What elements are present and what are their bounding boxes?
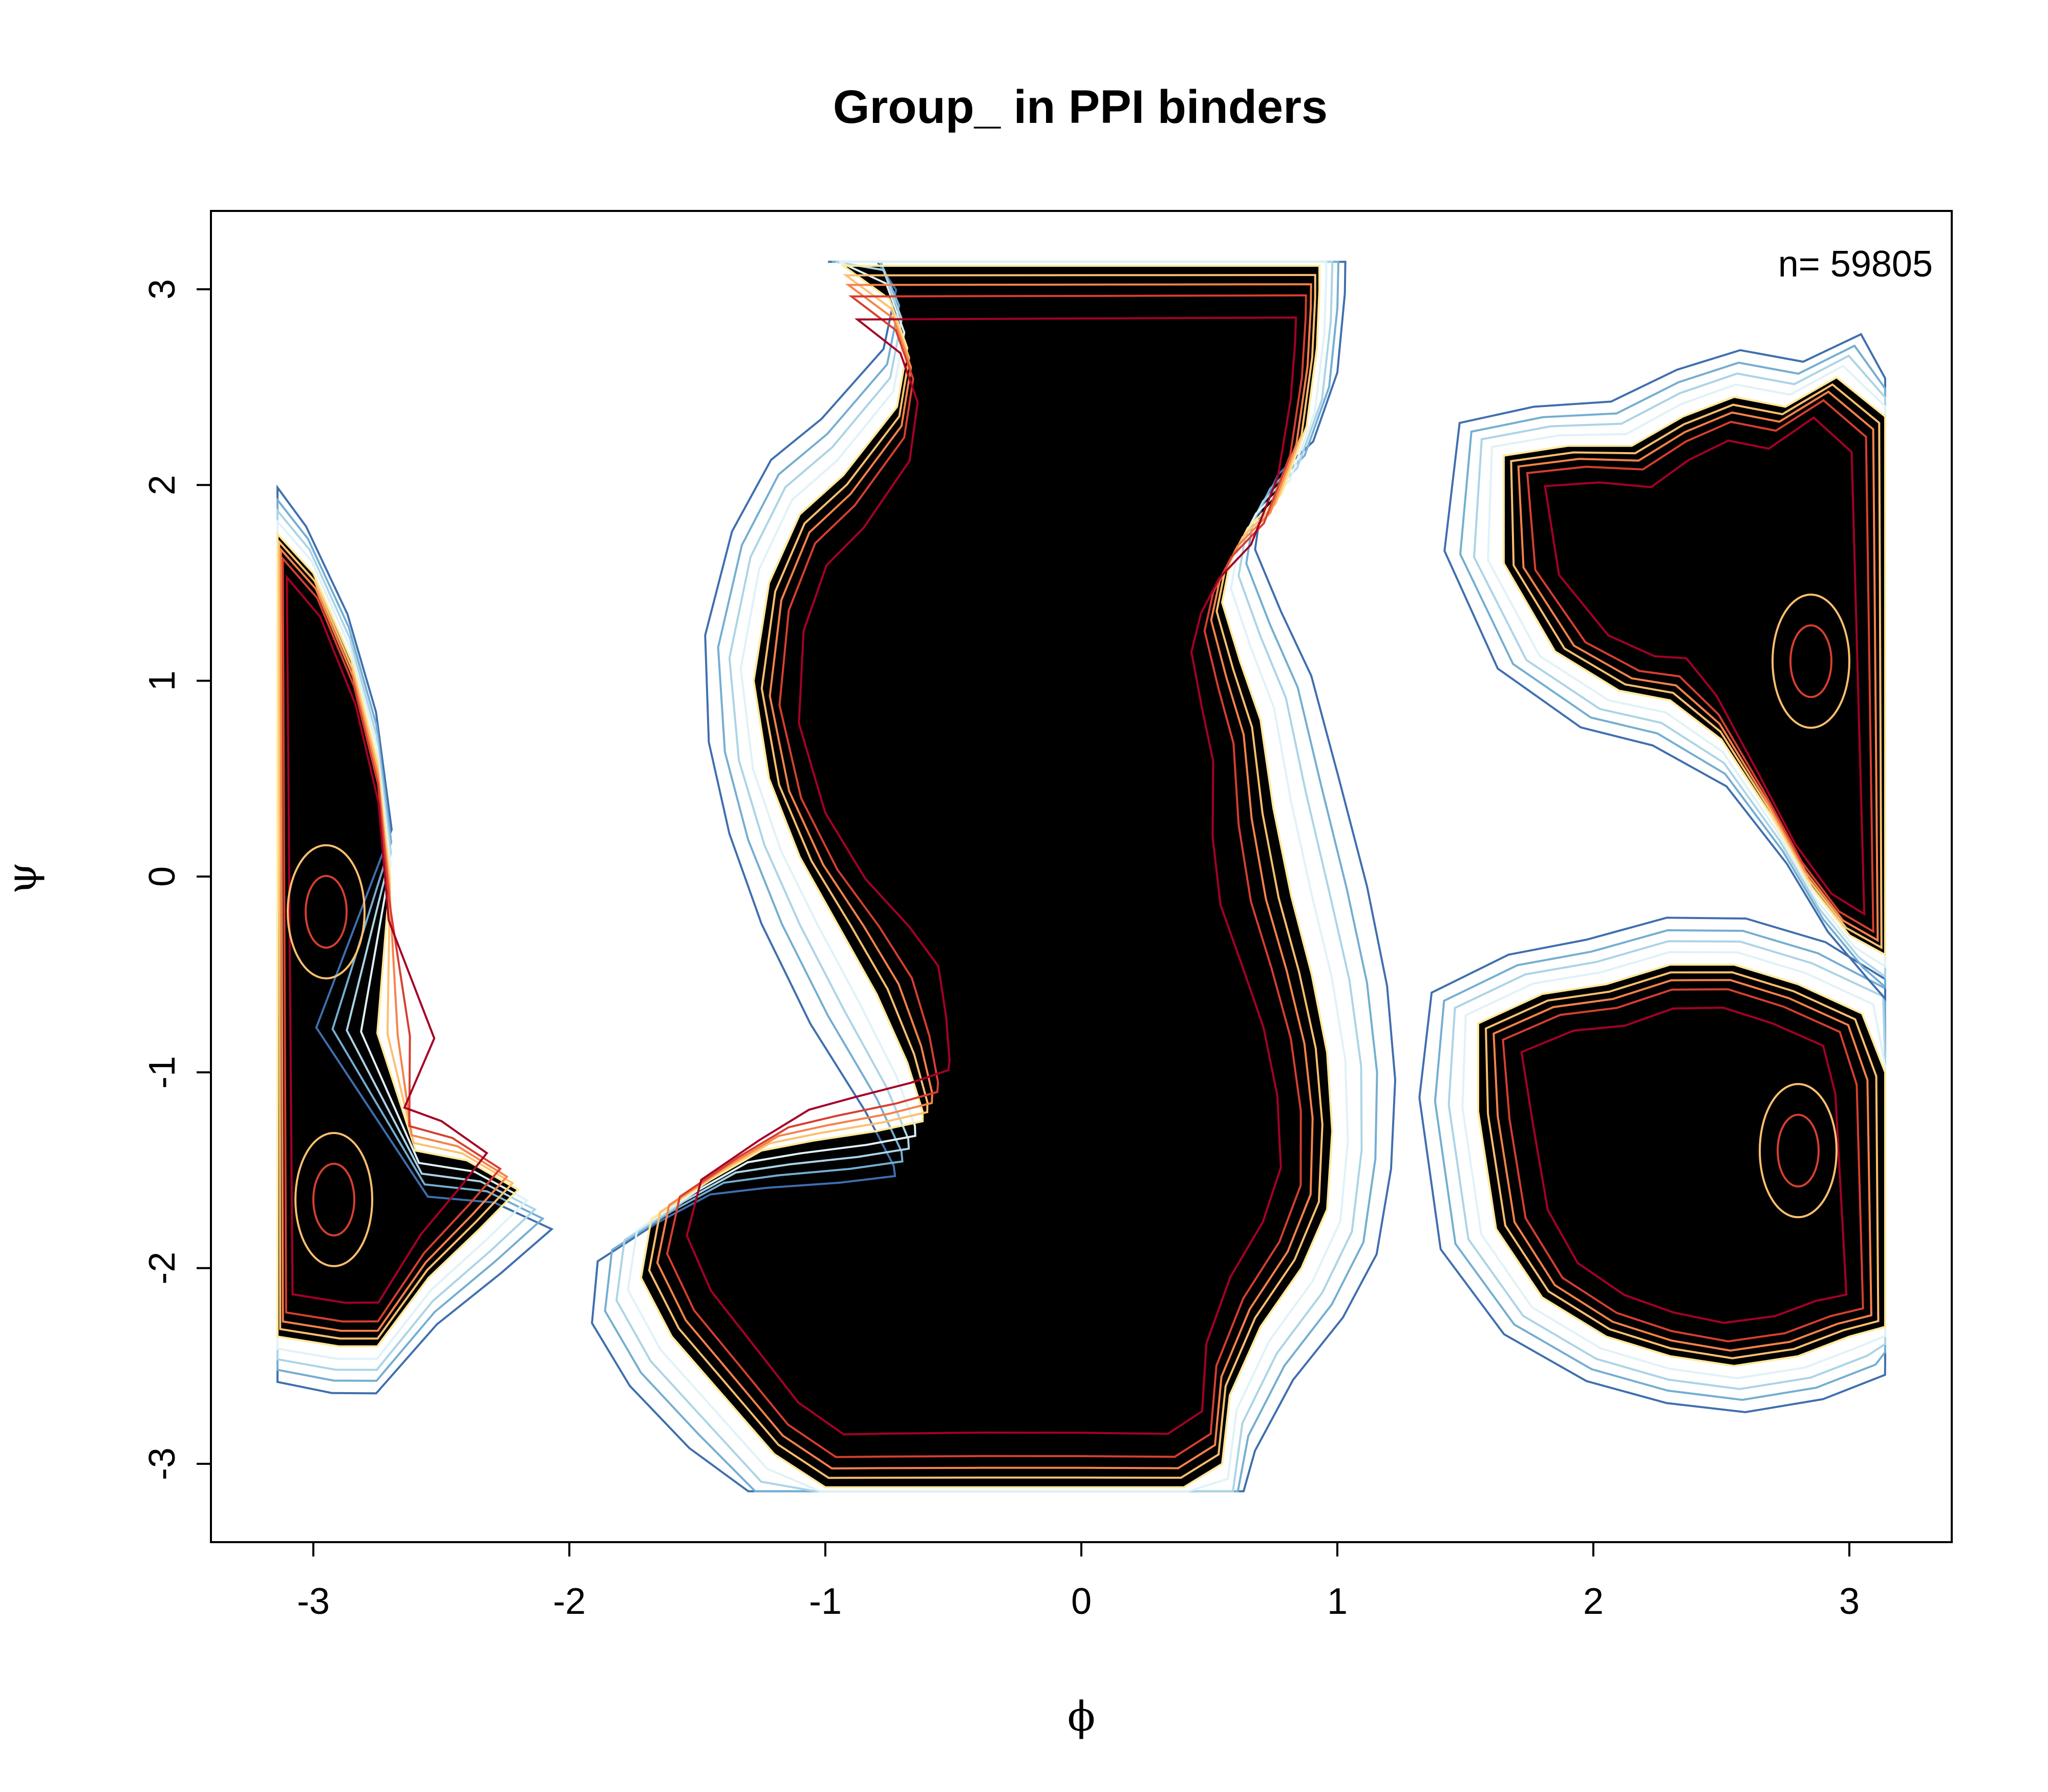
contour-peak-0 (305, 874, 348, 949)
sample-count-annotation: n= 59805 (1778, 244, 1933, 285)
y-tick-label-3: 0 (142, 866, 183, 887)
x-axis-label: ϕ (1068, 1693, 1096, 1740)
contour-beta-region-level-4 (627, 261, 1349, 1492)
contour-beta-region-level-9 (686, 316, 1297, 1436)
y-tick-label-1: -2 (142, 1252, 183, 1285)
contour-right-upper-region-level-7 (1517, 390, 1879, 942)
contour-peak-1 (312, 1162, 355, 1236)
contour-right-lower-region-level-8 (1502, 988, 1864, 1342)
y-tick-label-6: 3 (142, 279, 183, 300)
contour-beta-region-level-5 (639, 265, 1334, 1488)
contour-left-edge-region-level-3 (276, 508, 537, 1371)
contour-left-edge-region-level-8 (282, 556, 502, 1323)
plot-area (276, 261, 1886, 1492)
x-axis: -3 -2 -1 0 1 2 3 (297, 1541, 1860, 1622)
contour-left-edge-region-level-9 (286, 574, 488, 1304)
y-tick-label-0: -3 (142, 1447, 183, 1480)
x-tick-label-4: 1 (1327, 1581, 1348, 1622)
contour-right-upper-region-level-8 (1526, 399, 1874, 933)
contour-beta-region-level-7 (656, 283, 1314, 1470)
contour-right-lower-region-level-1 (1418, 916, 1886, 1414)
y-tick-label-5: 2 (142, 475, 183, 495)
contour-beta-region-level-6 (648, 274, 1324, 1479)
x-tick-label-3: 0 (1071, 1581, 1092, 1622)
contour-right-lower-region-level-9 (1520, 1007, 1848, 1324)
contour-right-lower-region-level-3 (1447, 940, 1886, 1391)
contour-peak-outer-0 (287, 844, 366, 979)
x-tick-label-0: -3 (297, 1581, 330, 1622)
x-tick-label-2: -1 (809, 1581, 842, 1622)
contour-peak-outer-2 (1772, 593, 1850, 729)
contour-right-lower-region-level-7 (1492, 979, 1872, 1352)
x-tick-label-6: 3 (1839, 1581, 1860, 1622)
y-tick-label-2: -1 (142, 1056, 183, 1089)
y-axis: -3 -2 -1 0 1 2 3 (142, 279, 211, 1480)
contour-right-upper-region-level-3 (1473, 354, 1886, 979)
contour-right-lower-region-level-5 (1477, 964, 1886, 1367)
x-tick-label-1: -2 (553, 1581, 586, 1622)
contour-right-upper-region-level-5 (1503, 376, 1886, 957)
contour-right-upper-region-level-2 (1459, 344, 1886, 990)
contour-left-edge-region-level-2 (276, 497, 545, 1382)
contour-right-upper-region-level-9 (1544, 416, 1866, 916)
y-axis-label: ψ (0, 862, 46, 894)
contour-peak-outer-1 (294, 1132, 373, 1267)
contour-peak-3 (1777, 1114, 1820, 1188)
contour-right-lower-region-level-2 (1434, 929, 1886, 1401)
chart-title: Group_ in PPI binders (833, 81, 1328, 133)
contour-beta-region-level-8 (666, 294, 1307, 1458)
contour-left-edge-region-level-6 (278, 539, 515, 1340)
contour-right-upper-region-level-6 (1510, 383, 1883, 950)
density-region-beta-region (641, 266, 1332, 1487)
density-region-left-edge-region (278, 534, 518, 1347)
y-tick-label-4: 1 (142, 671, 183, 691)
contour-left-edge-region-level-4 (276, 519, 529, 1360)
x-tick-label-5: 2 (1583, 1581, 1604, 1622)
contour-right-upper-region-level-4 (1487, 365, 1886, 969)
contour-right-lower-region-level-6 (1485, 971, 1880, 1359)
contour-left-edge-region-level-5 (276, 531, 520, 1348)
contour-peak-outer-3 (1759, 1083, 1838, 1219)
contour-left-edge-region-level-7 (280, 546, 509, 1332)
contour-right-upper-region-level-1 (1443, 333, 1886, 1001)
density-region-right-upper-region (1504, 377, 1885, 955)
contour-right-lower-region-level-4 (1461, 951, 1886, 1379)
contour-peak-2 (1789, 624, 1832, 698)
